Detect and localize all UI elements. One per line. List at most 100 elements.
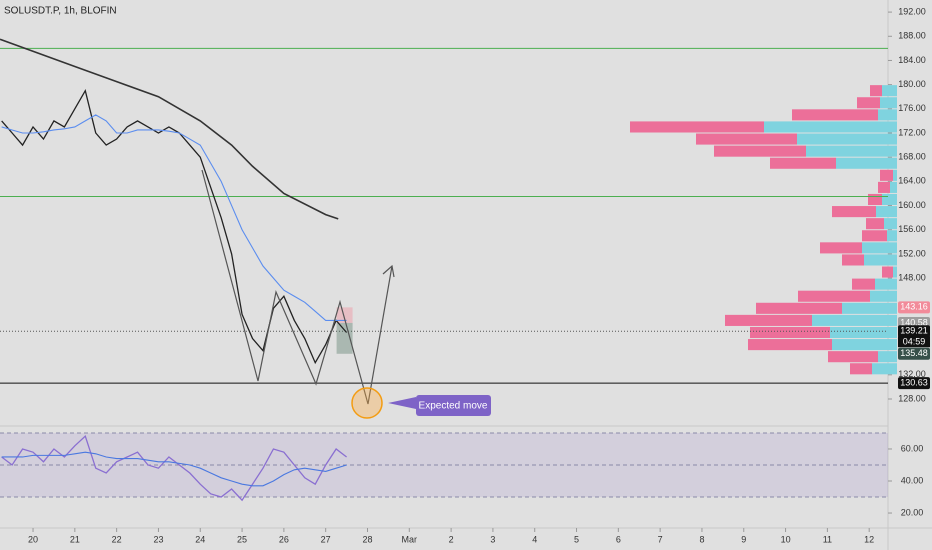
price-tag (898, 301, 930, 314)
profile-buy (872, 363, 897, 375)
x-tick-label: 12 (864, 534, 874, 544)
price-tag-label: 130.63 (900, 377, 928, 387)
rsi-y-tick-label: 40.00 (901, 475, 924, 485)
x-tick-label: 10 (781, 534, 791, 544)
y-tick-label: 188.00 (898, 31, 926, 41)
x-tick-label: 26 (279, 534, 289, 544)
profile-buy (878, 351, 897, 363)
profile-sell (792, 109, 878, 121)
profile-sell (820, 242, 862, 254)
profile-sell (852, 278, 875, 290)
target-circle (351, 387, 383, 419)
profile-buy (870, 290, 897, 302)
profile-buy (862, 242, 897, 254)
profile-buy (880, 97, 897, 109)
countdown: 04:59 (903, 337, 926, 347)
profile-buy (893, 266, 897, 278)
profile-buy (884, 218, 897, 230)
x-tick-label: 3 (490, 534, 495, 544)
y-tick-label: 128.00 (898, 393, 926, 403)
arrow-head (382, 264, 395, 278)
stop-zone (336, 307, 353, 323)
x-tick-label: 23 (153, 534, 163, 544)
price-tag-label: 143.16 (900, 302, 928, 312)
series-line (1, 88, 348, 365)
y-tick-label: 176.00 (898, 103, 926, 113)
x-tick-label: 2 (449, 534, 454, 544)
x-tick-label: 20 (28, 534, 38, 544)
profile-buy (842, 302, 897, 314)
y-tick-label: 168.00 (898, 152, 926, 162)
profile-buy (876, 206, 897, 218)
rsi-y-tick-label: 20.00 (901, 507, 924, 517)
x-tick-label: 6 (616, 534, 621, 544)
x-tick-label: 28 (362, 534, 372, 544)
x-tick-label: 4 (532, 534, 537, 544)
callout-text: Expected move (419, 401, 488, 412)
x-tick-label: 27 (321, 534, 331, 544)
profile-sell (866, 218, 884, 230)
y-tick-label: 184.00 (898, 55, 926, 65)
profile-sell (842, 254, 864, 266)
profile-buy (882, 85, 897, 97)
y-tick-label: 152.00 (898, 248, 926, 258)
profile-buy (830, 326, 897, 339)
x-tick-label: 8 (699, 534, 704, 544)
y-tick-label: 160.00 (898, 200, 926, 210)
callout-pointer (388, 397, 416, 409)
profile-sell (850, 363, 872, 375)
x-tick-label: 21 (70, 534, 80, 544)
price-tag-label: 140.58 (900, 317, 928, 327)
profile-buy (864, 254, 897, 266)
x-tick-label: Mar (402, 534, 418, 544)
profile-sell (714, 145, 806, 157)
y-tick-label: 192.00 (898, 6, 926, 16)
price-tag (898, 325, 930, 338)
drawings: Expected move (201, 169, 491, 419)
target-zone (336, 322, 353, 354)
profile-sell (878, 181, 890, 193)
profile-buy (812, 314, 897, 326)
ma200-line (0, 38, 339, 220)
profile-sell (770, 157, 836, 169)
series-line (1, 451, 347, 487)
profile-sell (832, 206, 876, 218)
x-tick-label: 11 (823, 534, 832, 544)
x-tick-label: 22 (112, 534, 122, 544)
y-tick-label: 156.00 (898, 224, 926, 234)
y-tick-label: 164.00 (898, 176, 926, 186)
profile-sell (750, 326, 830, 339)
x-tick-label: 9 (741, 534, 746, 544)
price-tag (898, 377, 930, 390)
chart-title: SOLUSDT.P, 1h, BLOFIN (4, 6, 117, 17)
profile-sell (868, 193, 882, 206)
profile-sell (756, 302, 842, 314)
profile-sell (862, 230, 887, 242)
profile-sell (870, 85, 882, 97)
profile-sell (748, 339, 832, 351)
y-tick-label: 132.00 (898, 369, 926, 379)
y-tick-label: 148.00 (898, 272, 926, 282)
x-tick-label: 24 (195, 534, 205, 544)
profile-buy (878, 109, 897, 121)
zigzag-drawing (201, 169, 393, 405)
profile-buy (890, 181, 897, 193)
profile-sell (798, 290, 870, 302)
price-tag (898, 347, 930, 360)
x-tick-label: 7 (658, 534, 663, 544)
profile-sell (725, 314, 812, 326)
x-tick-label: 5 (574, 534, 579, 544)
profile-buy (797, 133, 897, 145)
profile-sell (630, 121, 764, 133)
series-line (1, 435, 347, 502)
profile-buy (832, 339, 897, 351)
profile-buy (887, 230, 897, 242)
countdown-bg (898, 336, 930, 348)
profile-sell (882, 266, 893, 278)
price-tag-label: 135.48 (900, 348, 928, 358)
series-line (1, 114, 347, 321)
y-tick-label: 172.00 (898, 127, 926, 137)
rsi-y-tick-label: 60.00 (901, 443, 924, 453)
